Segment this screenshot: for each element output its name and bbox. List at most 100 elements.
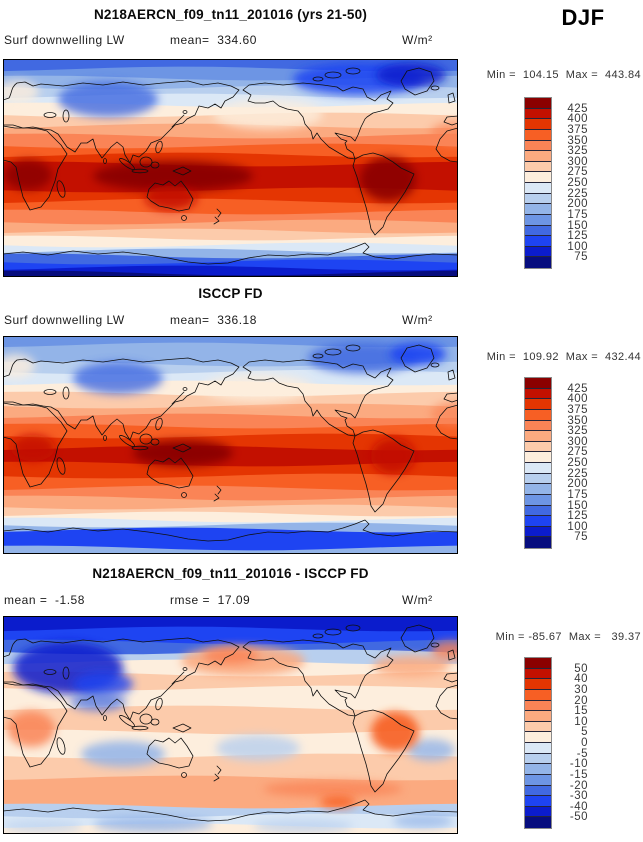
colorbar-cell <box>525 378 551 389</box>
colorbar-cell <box>525 796 551 807</box>
map-model <box>3 59 458 277</box>
colorbar-tick-label: 150 <box>567 219 588 232</box>
colorbar-cell <box>525 193 551 205</box>
colorbar-tick-label: 375 <box>567 403 588 416</box>
colorbar-cell <box>525 516 551 527</box>
minmax-label: Min = 109.92 Max = 432.44 <box>486 351 641 363</box>
colorbar-cell <box>525 668 551 680</box>
colorbar-tick-label: 325 <box>567 145 588 158</box>
colorbar-cell <box>525 484 551 495</box>
colorbar-cell <box>525 473 551 485</box>
colorbar-cell <box>525 721 551 733</box>
colorbar-cell <box>525 183 551 194</box>
colorbar-tick-label: 375 <box>567 123 588 136</box>
colorbar-tick-label: 40 <box>574 673 588 686</box>
colorbar-cell <box>525 399 551 410</box>
panel-title: N218AERCN_f09_tn11_201016 - ISCCP FD <box>92 566 369 581</box>
coastlines <box>3 344 458 542</box>
colorbar-tick-label: -20 <box>569 779 588 792</box>
colorbar-cell <box>525 420 551 432</box>
colorbar-cell <box>525 505 551 517</box>
colorbar-cell <box>525 764 551 775</box>
colorbar-cell <box>525 431 551 442</box>
colorbar-cell <box>525 753 551 765</box>
colorbar-tick-label: 20 <box>574 694 588 707</box>
coastlines <box>3 624 458 822</box>
colorbar-tick-label: 325 <box>567 425 588 438</box>
colorbar-cell <box>525 441 551 453</box>
colorbar-tick-label: 100 <box>567 240 588 253</box>
colorbar-cell <box>525 658 551 669</box>
colorbar-cell <box>525 743 551 754</box>
colorbar-tick-label: 175 <box>567 488 588 501</box>
map-obs <box>3 336 458 554</box>
colorbar-tick-label: 5 <box>581 726 588 739</box>
map-difference <box>3 616 458 834</box>
colorbar-cell <box>525 140 551 152</box>
colorbar-tick-label: 425 <box>567 382 588 395</box>
colorbar-tick-label: 15 <box>574 705 588 718</box>
colorbar-tick-label: 175 <box>567 208 588 221</box>
colorbar-tick-label: -10 <box>569 758 588 771</box>
colorbar-cell <box>525 388 551 400</box>
colorbar-cells <box>524 377 552 549</box>
colorbar-cell <box>525 246 551 258</box>
units-label: W/m² <box>402 593 433 607</box>
colorbar-cell <box>525 537 551 548</box>
colorbar-tick-label: 250 <box>567 457 588 469</box>
colorbar-tick-label: 125 <box>567 230 588 243</box>
colorbar-tick-label: 100 <box>567 520 588 533</box>
map-frame <box>3 336 458 554</box>
coastlines <box>3 67 458 265</box>
variable-label: Surf downwelling LW <box>4 33 125 47</box>
colorbar-tick-label: 400 <box>567 113 588 126</box>
colorbar-cell <box>525 172 551 183</box>
colorbar-cells <box>524 97 552 269</box>
colorbar-cell <box>525 225 551 237</box>
mean-stat: mean= 334.60 <box>170 33 257 47</box>
colorbar-cell <box>525 257 551 268</box>
colorbar-cell <box>525 204 551 215</box>
colorbar-cell <box>525 151 551 162</box>
contour-map-svg <box>3 59 458 277</box>
colorbar-tick-label: 200 <box>567 198 588 211</box>
colorbar-cell <box>525 785 551 797</box>
colorbar-tick-label: 30 <box>574 683 588 696</box>
colorbar-tick-label: 0 <box>581 737 588 749</box>
units-label: W/m² <box>402 313 433 327</box>
colorbar-cell <box>525 494 551 506</box>
colorbar-model: 425 400 375 350 325 300 275 250 225 200 175 150 125 1… <box>524 97 596 269</box>
colorbar-tick-label: 225 <box>567 467 588 480</box>
colorbar-tick-label: 275 <box>567 166 588 179</box>
minmax-label: Min = -85.67 Max = 39.37 <box>495 631 641 643</box>
colorbar-tick-label: 275 <box>567 446 588 459</box>
colorbar-cell <box>525 806 551 818</box>
colorbar-cell <box>525 526 551 538</box>
colorbar-tick-label: -5 <box>576 747 588 760</box>
colorbar-cell <box>525 817 551 828</box>
units-label: W/m² <box>402 33 433 47</box>
contour-map-svg <box>3 616 458 834</box>
map-frame <box>3 59 458 277</box>
colorbar-tick-label: -40 <box>569 800 588 813</box>
rmse-stat: rmse = 17.09 <box>170 593 251 607</box>
colorbar-tick-label: -50 <box>569 811 588 824</box>
colorbar-obs: 425 400 375 350 325 300 275 250 225 200 175 150 125 1… <box>524 377 596 549</box>
colorbar-cell <box>525 679 551 690</box>
colorbar-cell <box>525 452 551 463</box>
colorbar-tick-label: 250 <box>567 177 588 189</box>
mean-stat: mean= 336.18 <box>170 313 257 327</box>
colorbar-cells <box>524 657 552 829</box>
season-label: DJF <box>561 5 605 30</box>
colorbar-tick-label: 50 <box>574 662 588 675</box>
colorbar-tick-label: 75 <box>574 251 588 264</box>
colorbar-tick-label: 400 <box>567 393 588 406</box>
colorbar-cell <box>525 236 551 247</box>
panel-title: N218AERCN_f09_tn11_201016 (yrs 21-50) <box>93 7 368 22</box>
colorbar-cell <box>525 711 551 722</box>
colorbar-cell <box>525 214 551 226</box>
colorbar-cell <box>525 689 551 701</box>
colorbar-cell <box>525 732 551 743</box>
colorbar-cell <box>525 129 551 141</box>
map-frame <box>3 616 458 834</box>
